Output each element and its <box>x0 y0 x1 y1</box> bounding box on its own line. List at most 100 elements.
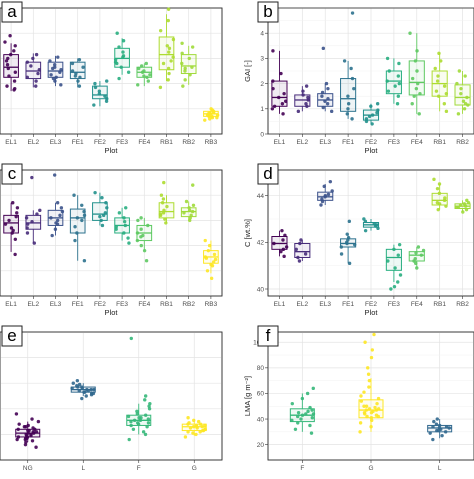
point-RB2 <box>455 81 459 86</box>
point-EL2 <box>31 56 35 61</box>
point-EL3 <box>322 184 326 189</box>
point-EL3 <box>328 179 333 184</box>
point-G <box>201 428 205 433</box>
box-EL1 <box>3 54 19 78</box>
point-RB3 <box>204 256 209 260</box>
x-tick-label-EL1: EL1 <box>5 301 17 308</box>
point-RB1 <box>436 74 440 78</box>
point-EL3 <box>320 197 324 201</box>
point-FE2 <box>92 103 96 107</box>
point-EL1 <box>279 71 283 76</box>
point-EL2 <box>297 259 302 263</box>
point-RB2 <box>461 99 466 103</box>
point-FE3 <box>389 287 393 291</box>
point-EL1 <box>15 211 19 215</box>
point-FE1 <box>352 86 356 91</box>
point-FE4 <box>142 69 146 73</box>
point-L <box>75 378 80 383</box>
point-FE4 <box>141 233 145 238</box>
panel-border-e <box>0 331 223 461</box>
point-FE1 <box>70 69 75 73</box>
point-RB2 <box>188 73 192 77</box>
point-NG <box>17 422 21 426</box>
point-FE2 <box>103 211 108 215</box>
point-EL1 <box>11 228 15 233</box>
point-L <box>83 390 87 394</box>
y-axis-title-b: GAI [-] <box>243 60 252 82</box>
panel-tag-d: d <box>263 164 272 183</box>
point-EL1 <box>4 59 9 63</box>
point-FE4 <box>144 259 149 263</box>
point-RB2 <box>188 218 192 223</box>
point-EL3 <box>52 173 57 177</box>
point-EL2 <box>36 71 40 76</box>
point-FE3 <box>396 253 400 257</box>
x-tick-label-FE3: FE3 <box>116 301 128 308</box>
point-NG <box>36 419 41 424</box>
point-FE1 <box>73 238 77 243</box>
point-FE3 <box>397 81 402 86</box>
point-EL2 <box>38 208 42 213</box>
point-FE3 <box>393 84 397 88</box>
point-RB2 <box>190 65 194 69</box>
panel-tag-box-a <box>1 1 23 23</box>
panel-tag-a: a <box>7 2 17 21</box>
point-RB2 <box>187 56 191 61</box>
point-RB2 <box>466 200 471 205</box>
point-EL1 <box>13 70 18 74</box>
point-RB2 <box>189 213 193 218</box>
point-RB1 <box>436 207 440 212</box>
point-FE3 <box>124 206 128 210</box>
point-EL3 <box>59 206 64 210</box>
point-RB3 <box>211 260 216 264</box>
point-FE4 <box>414 86 419 91</box>
point-RB1 <box>171 55 175 59</box>
point-FE2 <box>105 79 109 83</box>
point-NG <box>23 442 28 447</box>
point-RB2 <box>187 206 191 210</box>
point-FE1 <box>347 261 352 266</box>
point-FE3 <box>386 89 391 93</box>
point-EL1 <box>270 107 275 111</box>
point-RB2 <box>183 69 187 73</box>
point-FE4 <box>142 248 147 253</box>
point-RB1 <box>161 61 166 66</box>
point-G <box>188 426 193 430</box>
point-FE4 <box>144 61 148 66</box>
x-tick-label-FE2: FE2 <box>94 139 106 146</box>
point-RB2 <box>463 102 468 106</box>
point-FE3 <box>114 225 118 229</box>
point-NG <box>24 432 28 437</box>
point-EL1 <box>13 86 17 91</box>
point-L <box>443 430 448 434</box>
point-EL2 <box>25 226 29 230</box>
point-EL2 <box>296 109 301 114</box>
box-RB1 <box>158 36 175 71</box>
point-EL3 <box>50 66 55 71</box>
point-G <box>370 348 375 352</box>
point-RB1 <box>164 221 168 225</box>
y-tick-label: 80 <box>257 365 265 372</box>
point-NG <box>27 428 31 433</box>
point-FE1 <box>72 193 76 197</box>
point-EL2 <box>304 84 309 88</box>
point-F <box>309 431 314 435</box>
point-EL1 <box>12 49 16 53</box>
point-RB2 <box>462 107 467 111</box>
point-RB2 <box>456 205 460 210</box>
point-G <box>369 355 374 360</box>
point-FE2 <box>105 206 109 210</box>
panel-border-c <box>0 169 223 297</box>
point-L <box>440 433 444 438</box>
x-tick-label-FE1: FE1 <box>72 301 84 308</box>
point-RB2 <box>191 183 195 187</box>
point-F <box>145 425 149 429</box>
point-FE1 <box>80 218 84 223</box>
point-RB2 <box>181 84 185 88</box>
y-tick-label: 40 <box>257 416 265 423</box>
point-F <box>299 417 303 421</box>
point-L <box>437 426 442 430</box>
point-RB2 <box>463 74 467 78</box>
point-RB2 <box>180 61 184 66</box>
